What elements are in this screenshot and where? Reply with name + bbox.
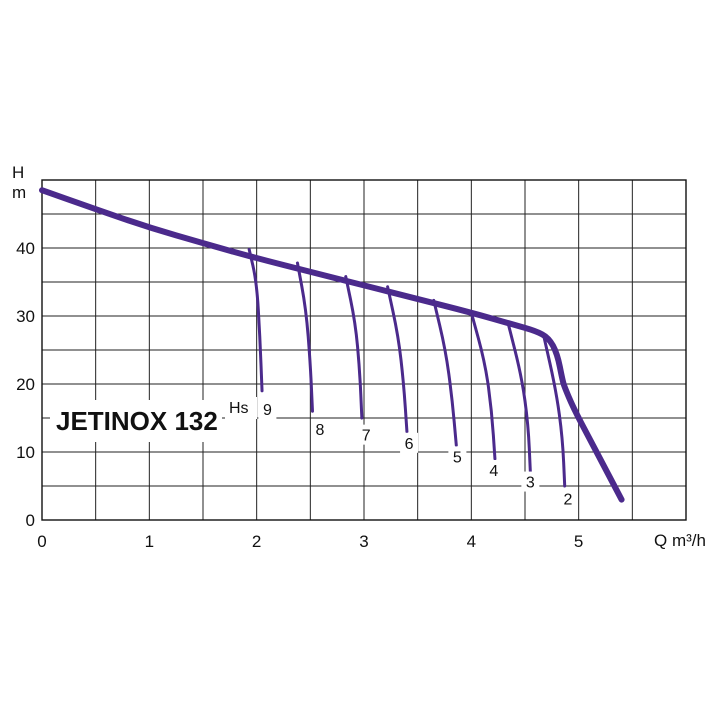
hs-label-2: 2: [563, 492, 572, 509]
hs-labels: 9 8 7 6 5 4 3 2: [258, 398, 577, 509]
grid: [41, 179, 687, 521]
hs-label-backdrop: [258, 398, 277, 419]
hs-label-backdrop: [357, 424, 376, 445]
suction-curve-hs-6: [386, 285, 409, 434]
x-tick-label: 3: [359, 532, 368, 551]
title-backdrop: [50, 400, 222, 442]
hs-label-4: 4: [489, 463, 498, 480]
y-tick-label: 20: [16, 375, 35, 394]
hs-label-backdrop: [310, 419, 329, 440]
y-tick-labels: 0 10 20 30 40: [16, 239, 35, 530]
x-tick-label: 5: [574, 532, 583, 551]
hs-label-backdrop: [225, 397, 257, 419]
hs-label-7: 7: [362, 428, 371, 445]
hs-label-3: 3: [526, 475, 535, 492]
hs-label-5: 5: [453, 449, 462, 466]
chart-title: JETINOX 132: [56, 406, 218, 436]
x-axis-label: Q m³/h: [654, 531, 706, 550]
suction-curve-hs-4: [469, 311, 497, 461]
suction-curve-hs-9: [247, 247, 264, 393]
x-tick-label: 4: [467, 532, 476, 551]
curves: [39, 187, 625, 503]
y-tick-label: 40: [16, 239, 35, 258]
hs-axis-label: Hs: [229, 400, 249, 417]
hs-label-8: 8: [316, 422, 325, 439]
x-tick-label: 2: [252, 532, 261, 551]
hs-label-backdrop: [484, 460, 503, 480]
hs-label-9: 9: [263, 402, 272, 419]
y-axis-label-bottom: m: [12, 183, 26, 202]
hs-label-backdrop: [521, 471, 540, 492]
y-tick-label: 0: [26, 511, 35, 530]
y-tick-label: 10: [16, 443, 35, 462]
suction-curve-hs-2: [541, 332, 567, 488]
hs-label-6: 6: [405, 436, 414, 453]
suction-curve-hs-8: [295, 261, 314, 413]
x-tick-labels: 0 1 2 3 4 5: [37, 532, 583, 551]
main-pump-curve: [39, 187, 625, 503]
plot-frame: [41, 179, 687, 521]
suction-curve-hs-3: [506, 320, 532, 474]
suction-curve-hs-7: [344, 275, 364, 420]
hs-label-backdrop: [448, 446, 467, 467]
hs-label-backdrop: [400, 432, 419, 453]
suction-curve-hs-5: [432, 298, 458, 447]
x-tick-label: 0: [37, 532, 46, 551]
hs-label-backdrop: [558, 488, 577, 509]
y-axis-label-top: H: [12, 163, 24, 182]
x-tick-label: 1: [145, 532, 154, 551]
y-tick-label: 30: [16, 307, 35, 326]
